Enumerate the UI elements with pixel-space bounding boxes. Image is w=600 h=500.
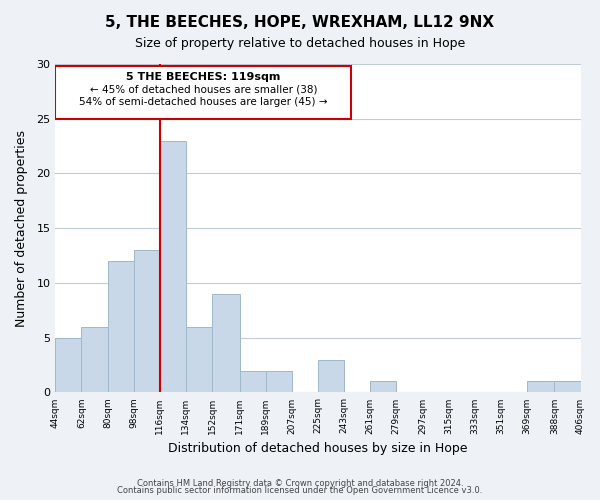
Bar [554,382,581,392]
Text: ← 45% of detached houses are smaller (38): ← 45% of detached houses are smaller (38… [89,85,317,95]
Bar [239,370,266,392]
FancyBboxPatch shape [55,66,351,118]
Y-axis label: Number of detached properties: Number of detached properties [15,130,28,326]
Text: Size of property relative to detached houses in Hope: Size of property relative to detached ho… [135,38,465,51]
Bar [107,261,134,392]
Text: 5, THE BEECHES, HOPE, WREXHAM, LL12 9NX: 5, THE BEECHES, HOPE, WREXHAM, LL12 9NX [106,15,494,30]
Text: Contains public sector information licensed under the Open Government Licence v3: Contains public sector information licen… [118,486,482,495]
X-axis label: Distribution of detached houses by size in Hope: Distribution of detached houses by size … [168,442,467,455]
Text: Contains HM Land Registry data © Crown copyright and database right 2024.: Contains HM Land Registry data © Crown c… [137,478,463,488]
Bar [318,360,344,392]
Bar [370,382,396,392]
Bar [186,326,212,392]
Text: 54% of semi-detached houses are larger (45) →: 54% of semi-detached houses are larger (… [79,97,328,107]
Bar [134,250,160,392]
Text: 5 THE BEECHES: 119sqm: 5 THE BEECHES: 119sqm [126,72,280,82]
Bar [212,294,239,392]
Bar [160,140,186,392]
Bar [527,382,554,392]
Bar [55,338,82,392]
Bar [266,370,292,392]
Bar [82,326,107,392]
